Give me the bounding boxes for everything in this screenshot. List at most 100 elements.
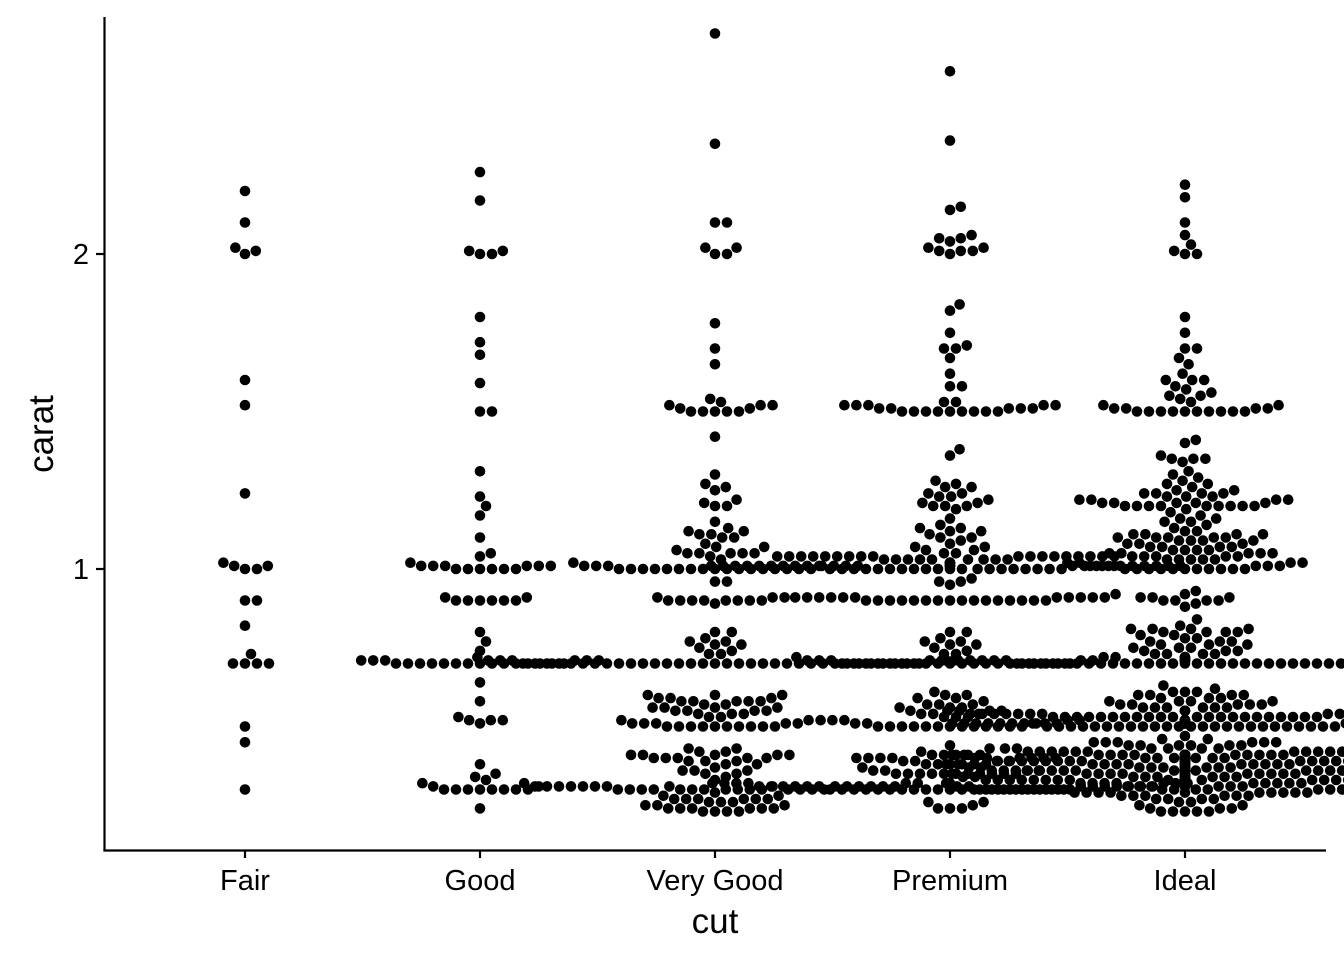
data-point <box>1215 692 1227 704</box>
data-point <box>1099 759 1110 770</box>
data-point <box>676 696 687 707</box>
data-point <box>1190 752 1202 764</box>
data-point <box>996 563 1007 575</box>
data-point <box>897 755 909 767</box>
data-point <box>1006 718 1018 729</box>
data-point <box>486 784 498 795</box>
data-point <box>239 658 251 669</box>
data-point <box>1243 548 1254 559</box>
data-point <box>700 633 711 644</box>
data-point <box>612 784 624 795</box>
data-point <box>1215 658 1227 669</box>
data-point <box>682 705 693 717</box>
data-point <box>873 403 885 414</box>
data-point <box>1155 711 1167 723</box>
data-point <box>1270 494 1282 506</box>
data-point <box>497 245 509 257</box>
data-point <box>482 655 494 666</box>
data-point <box>969 771 981 783</box>
data-point <box>938 343 950 354</box>
data-point <box>1288 746 1300 757</box>
data-point <box>896 406 908 417</box>
data-point <box>1131 658 1143 669</box>
data-point <box>230 242 241 253</box>
data-point <box>927 708 939 720</box>
data-point <box>1287 658 1299 669</box>
data-point <box>950 692 962 704</box>
data-point <box>1336 765 1344 776</box>
data-point <box>682 548 693 559</box>
data-point <box>1278 768 1289 780</box>
data-point <box>1165 507 1176 518</box>
data-point <box>849 592 861 603</box>
data-point <box>1294 755 1306 767</box>
data-point <box>700 755 711 767</box>
data-point <box>1025 551 1036 562</box>
data-point <box>1202 733 1214 745</box>
data-point <box>1208 532 1220 543</box>
data-point <box>721 721 733 732</box>
data-point <box>836 784 848 795</box>
data-point <box>685 721 697 732</box>
data-point <box>1070 746 1082 757</box>
data-point <box>1140 529 1151 540</box>
data-point <box>1010 784 1022 795</box>
data-point <box>939 500 951 512</box>
data-point <box>932 595 944 606</box>
data-point <box>1138 645 1150 657</box>
data-point <box>738 793 750 805</box>
data-point <box>480 774 492 786</box>
data-point <box>1173 740 1185 751</box>
data-point <box>686 784 698 795</box>
data-point <box>992 406 1004 417</box>
data-point <box>988 655 1000 666</box>
data-point <box>813 592 825 603</box>
data-point <box>1191 406 1203 417</box>
data-point <box>1179 327 1191 339</box>
data-point <box>1131 711 1143 723</box>
data-point <box>1202 478 1214 490</box>
data-point <box>1190 497 1202 509</box>
data-point <box>980 595 992 606</box>
data-point <box>1022 784 1034 795</box>
data-point <box>914 768 926 780</box>
data-point <box>1046 746 1058 757</box>
data-point <box>1002 554 1013 565</box>
data-point <box>1214 636 1226 647</box>
data-point <box>986 784 998 795</box>
data-point <box>956 488 968 499</box>
data-point <box>944 740 956 751</box>
data-point <box>926 749 938 761</box>
data-point <box>1179 601 1191 613</box>
data-point <box>1119 500 1131 512</box>
data-point <box>924 529 935 540</box>
data-point <box>698 595 710 606</box>
data-point <box>709 721 721 732</box>
data-point <box>1100 737 1112 748</box>
data-point <box>1105 749 1116 761</box>
data-point <box>1219 771 1230 783</box>
data-point <box>944 381 956 392</box>
data-point <box>1226 541 1238 553</box>
data-point <box>1004 774 1016 786</box>
data-point <box>955 245 967 257</box>
data-point <box>983 494 994 506</box>
data-point <box>688 696 699 707</box>
data-point <box>1185 535 1197 546</box>
data-point <box>1143 711 1155 723</box>
data-point <box>1093 768 1104 780</box>
data-point <box>1137 702 1149 713</box>
data-point <box>1195 510 1206 521</box>
data-point <box>486 406 498 417</box>
data-point <box>624 784 636 795</box>
data-point <box>848 563 860 575</box>
data-point <box>1047 658 1059 669</box>
data-point <box>1168 784 1180 795</box>
data-point <box>485 714 497 726</box>
data-point <box>1191 686 1203 698</box>
data-point <box>715 396 727 408</box>
data-point <box>896 595 908 606</box>
data-point <box>1202 784 1214 795</box>
data-point <box>745 658 757 669</box>
data-point <box>367 655 379 666</box>
